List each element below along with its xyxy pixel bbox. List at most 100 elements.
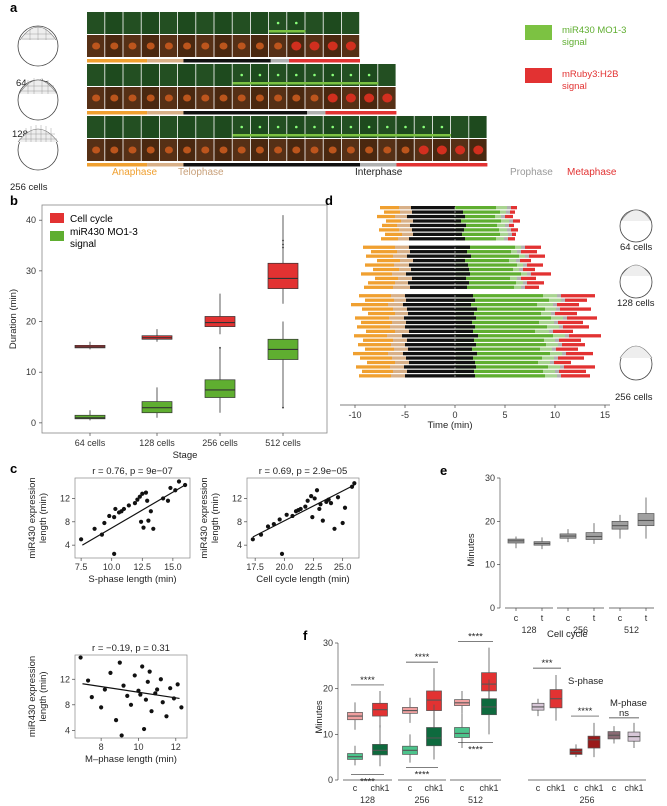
scatter-ylabel-line1: miR430 expression — [27, 477, 38, 558]
sig-label: **** — [415, 769, 430, 780]
green-frame — [159, 64, 178, 86]
x-tick-label: 15 — [600, 410, 610, 420]
timeline-segment — [405, 343, 455, 347]
mir430-dot — [422, 125, 426, 129]
scatter-point — [340, 520, 345, 526]
scatter-point — [99, 705, 104, 710]
nucleus-blob — [146, 146, 155, 154]
panel-b-frame — [41, 204, 328, 434]
mir430-signal-bar — [269, 30, 306, 33]
timeline-segment — [527, 272, 531, 276]
panel-c-label: c — [10, 461, 17, 476]
box-body — [372, 744, 388, 756]
nucleus-blob — [183, 94, 192, 102]
scatter-frame — [246, 477, 360, 559]
sig-label: **** — [360, 675, 375, 686]
timeline-segment — [412, 228, 455, 232]
mir430-dot — [313, 73, 316, 77]
timeline-segment — [394, 298, 406, 302]
scatter-title: r = 0.69, p = 2.9e−05 — [259, 466, 347, 477]
condition-label: chk1 — [624, 783, 643, 793]
green-frame — [341, 12, 360, 34]
timeline-segment — [551, 316, 563, 320]
timeline-segment — [455, 223, 466, 228]
timeline-segment — [531, 272, 551, 276]
nucleus-blob — [128, 94, 137, 102]
timeline-segment — [395, 214, 407, 219]
legend-mir430-b-line2: signal — [70, 239, 96, 250]
phase-bar-segment — [307, 111, 326, 115]
mir430-dot — [349, 73, 353, 77]
nucleus-blob — [164, 42, 173, 50]
timeline-segment — [455, 316, 551, 320]
timeline-segment — [455, 281, 516, 285]
mir430-dot — [331, 73, 335, 77]
timeline-segment — [368, 281, 395, 285]
timeline-segment — [381, 237, 398, 241]
green-frame — [196, 64, 214, 86]
timeline-segment — [455, 316, 476, 320]
x-tick-label: 12 — [171, 742, 181, 752]
timeline-segment — [455, 285, 467, 289]
timeline-segment — [455, 276, 466, 281]
timeline-segment — [529, 254, 545, 258]
timeline-segment — [363, 245, 395, 249]
timeline-segment — [404, 365, 455, 369]
nucleus-blob — [219, 42, 228, 50]
nucleus-blob — [237, 94, 246, 102]
green-frame — [451, 116, 469, 138]
timeline-segment — [555, 311, 577, 316]
timeline-segment — [507, 206, 511, 210]
timeline-segment — [359, 374, 391, 378]
panel-b-label: b — [10, 193, 18, 208]
timeline-segment — [566, 351, 593, 356]
x-tick-label: 5 — [502, 410, 507, 420]
embryo-128-icon — [17, 78, 59, 121]
timeline-segment — [497, 223, 505, 228]
panel-b-plot: 0 10 20 30 40 64 cells 128 cells 256 cells 512 c… — [26, 215, 301, 448]
scatter-point — [138, 692, 143, 697]
green-frame — [305, 12, 323, 34]
timeline-segment — [455, 303, 471, 307]
scatter-point — [117, 660, 122, 665]
timeline-segment — [455, 223, 497, 228]
scatter-point — [332, 526, 337, 531]
timeline-segment — [540, 347, 552, 351]
timeline-segment — [455, 206, 496, 210]
timeline-segment — [549, 298, 561, 302]
timeline-segment — [455, 237, 465, 241]
timeline-segment — [558, 356, 584, 360]
regression-line — [82, 484, 186, 546]
timeline-segment — [517, 250, 521, 254]
timeline-segment — [455, 365, 476, 369]
timeline-segment — [409, 263, 455, 267]
timeline-segment — [395, 360, 409, 365]
timeline-segment — [392, 272, 406, 276]
green-frame — [178, 64, 196, 86]
condition-label: chk1 — [370, 783, 389, 793]
x-tick-label: 128 cells — [139, 438, 175, 448]
nucleus-blob — [219, 94, 228, 102]
timeline-segment — [495, 214, 501, 219]
legend-swatch-h2b — [525, 68, 552, 83]
timeline-segment — [375, 276, 398, 281]
timeline-segment — [388, 351, 403, 356]
timeline-segment — [407, 254, 455, 258]
timeline-segment — [455, 267, 469, 272]
mir430-dot — [240, 73, 243, 77]
outlier-point — [282, 406, 284, 409]
panel-d-xlabel: Time (min) — [427, 420, 472, 431]
phase-bar-segment — [396, 163, 488, 167]
timeline-segment — [455, 267, 513, 272]
scatter-point — [349, 484, 355, 489]
timeline-segment — [410, 250, 455, 254]
green-frame — [178, 12, 196, 34]
timeline-segment — [455, 298, 475, 302]
timeline-segment — [363, 338, 393, 342]
timeline-segment — [537, 303, 553, 307]
timeline-segment — [539, 320, 554, 325]
timeline-segment — [525, 245, 541, 249]
timeline-segment — [521, 276, 536, 281]
timeline-segment — [358, 343, 391, 347]
timeline-segment — [455, 307, 545, 311]
